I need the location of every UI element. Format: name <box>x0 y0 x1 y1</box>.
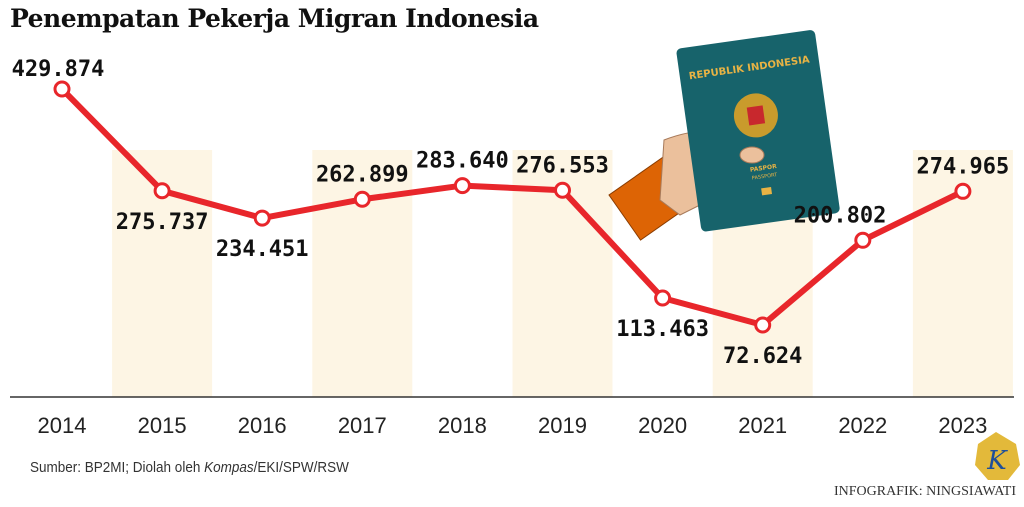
source-publication: Kompas <box>204 459 254 476</box>
passport-label: PASPOR <box>750 163 778 174</box>
data-label: 72.624 <box>723 344 802 369</box>
x-tick-label: 2018 <box>438 413 487 438</box>
thumb-icon <box>739 146 765 164</box>
data-label: 276.553 <box>516 153 609 178</box>
data-point <box>854 231 872 249</box>
chart-title: Penempatan Pekerja Migran Indonesia <box>10 4 539 33</box>
x-tick-label: 2015 <box>138 413 187 438</box>
x-tick-label: 2017 <box>338 413 387 438</box>
data-label: 113.463 <box>616 317 709 342</box>
x-tick-label: 2021 <box>738 413 787 438</box>
data-point <box>253 209 271 227</box>
series-line <box>59 86 965 328</box>
data-point <box>353 190 371 208</box>
data-label: 283.640 <box>416 149 509 174</box>
data-point <box>53 80 71 98</box>
source-note: Sumber: BP2MI; Diolah oleh Kompas/EKI/SP… <box>30 459 349 476</box>
x-tick-label: 2023 <box>938 413 987 438</box>
hand-holding-passport-illustration: REPUBLIK INDONESIA PASPOR PASSPORT <box>608 30 840 241</box>
data-label: 429.874 <box>12 57 105 82</box>
passport-label-en: PASSPORT <box>751 172 778 182</box>
data-point <box>153 182 171 200</box>
data-label: 200.802 <box>794 203 887 228</box>
data-label: 262.899 <box>316 162 409 187</box>
data-label: 234.451 <box>216 237 309 262</box>
credit: INFOGRAFIK: NINGSIAWATI <box>833 484 1016 499</box>
data-point <box>654 289 672 307</box>
source-suffix: /EKI/SPW/RSW <box>253 459 349 476</box>
x-tick-label: 2016 <box>238 413 287 438</box>
data-point <box>754 316 772 334</box>
data-point <box>554 181 571 199</box>
data-label: 275.737 <box>116 210 209 235</box>
x-tick-label: 2019 <box>538 413 587 438</box>
passport-icon: REPUBLIK INDONESIA PASPOR PASSPORT <box>676 30 840 232</box>
data-point <box>954 182 972 200</box>
x-tick-label: 2020 <box>638 413 687 438</box>
x-tick-label: 2014 <box>38 413 87 438</box>
source-prefix: Sumber: BP2MI; Diolah oleh <box>30 459 205 476</box>
data-point <box>453 177 471 195</box>
data-label: 274.965 <box>917 154 1010 179</box>
x-tick-label: 2022 <box>838 413 887 438</box>
